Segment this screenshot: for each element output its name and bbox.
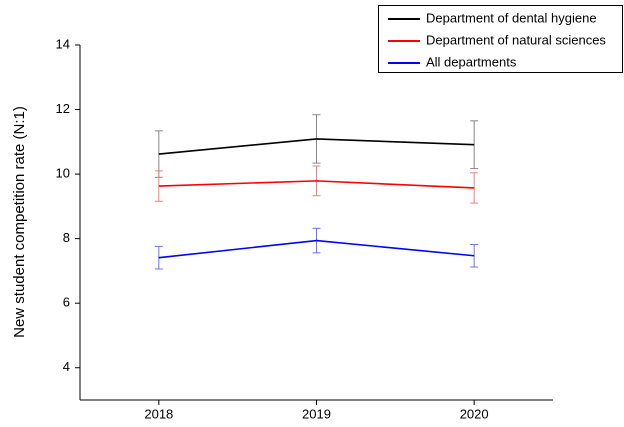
x-tick-label: 2020 <box>460 406 489 421</box>
legend-label: All departments <box>426 54 517 69</box>
line <box>158 180 475 189</box>
y-tick-label: 14 <box>56 36 70 51</box>
y-axis-label: New student competition rate (N:1) <box>11 106 28 338</box>
y-tick-label: 10 <box>56 166 70 181</box>
y-tick-label: 12 <box>56 101 70 116</box>
y-tick-label: 8 <box>63 230 70 245</box>
y-tick-label: 4 <box>63 359 70 374</box>
legend-label: Department of dental hygiene <box>426 10 597 25</box>
x-tick-label: 2018 <box>144 406 173 421</box>
legend-box <box>378 5 623 73</box>
y-tick-label: 6 <box>63 295 70 310</box>
line <box>158 138 475 155</box>
legend-label: Department of natural sciences <box>426 32 606 47</box>
line <box>158 239 475 259</box>
x-tick-label: 2019 <box>302 406 331 421</box>
legend: Department of dental hygiene Department o… <box>378 5 623 73</box>
